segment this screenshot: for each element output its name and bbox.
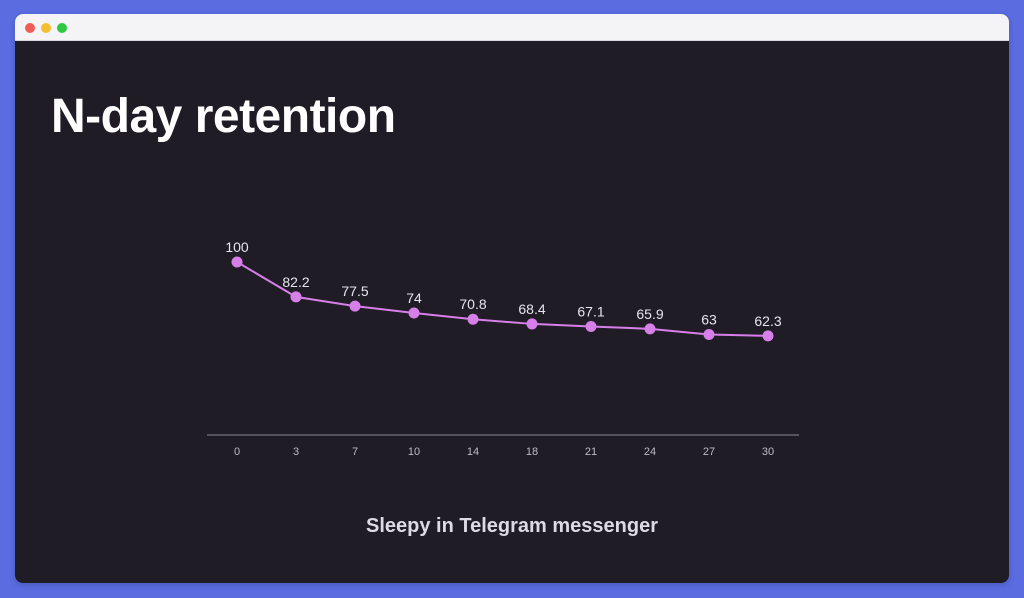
data-point (467, 313, 479, 325)
x-tick-label: 27 (703, 446, 715, 458)
chart-caption: Sleepy in Telegram messenger (366, 515, 658, 537)
maximize-window-button[interactable] (57, 23, 67, 33)
data-point (585, 320, 597, 332)
data-label: 77.5 (341, 283, 368, 299)
data-label: 70.8 (459, 296, 486, 312)
x-tick-label: 10 (408, 446, 420, 458)
data-label: 82.2 (282, 274, 309, 290)
retention-line-chart: 100 82.2 77.5 74 70.8 68.4 67.1 65.9 63 62.3 0 3 7 1… (207, 239, 799, 458)
data-label: 65.9 (636, 306, 663, 322)
data-point (408, 307, 420, 319)
data-label: 74 (406, 290, 422, 306)
data-label: 67.1 (577, 303, 604, 319)
x-tick-label: 14 (467, 446, 479, 458)
close-window-button[interactable] (25, 23, 35, 33)
x-tick-label: 7 (352, 446, 358, 458)
data-point (231, 256, 243, 268)
data-point (526, 318, 538, 330)
minimize-window-button[interactable] (41, 23, 51, 33)
page-title: N-day retention (51, 90, 396, 143)
x-tick-label: 18 (526, 446, 538, 458)
browser-window: N-day retention 100 82.2 77.5 74 70.8 68.4 67.… (15, 14, 1009, 583)
x-tick-label: 24 (644, 446, 656, 458)
window-titlebar (15, 14, 1009, 41)
data-label: 68.4 (518, 301, 545, 317)
retention-series-line (236, 261, 769, 337)
slide-content: N-day retention 100 82.2 77.5 74 70.8 68.4 67.… (15, 41, 1009, 583)
x-tick-label: 21 (585, 446, 597, 458)
data-point (644, 323, 656, 335)
data-label: 100 (225, 239, 249, 255)
data-point (349, 300, 361, 312)
x-tick-label: 0 (234, 446, 240, 458)
data-point (290, 291, 302, 303)
data-label: 62.3 (754, 313, 781, 329)
data-label: 63 (701, 312, 717, 328)
x-tick-label: 30 (762, 446, 774, 458)
data-point (762, 330, 774, 342)
data-point (703, 329, 715, 341)
x-tick-label: 3 (293, 446, 299, 458)
